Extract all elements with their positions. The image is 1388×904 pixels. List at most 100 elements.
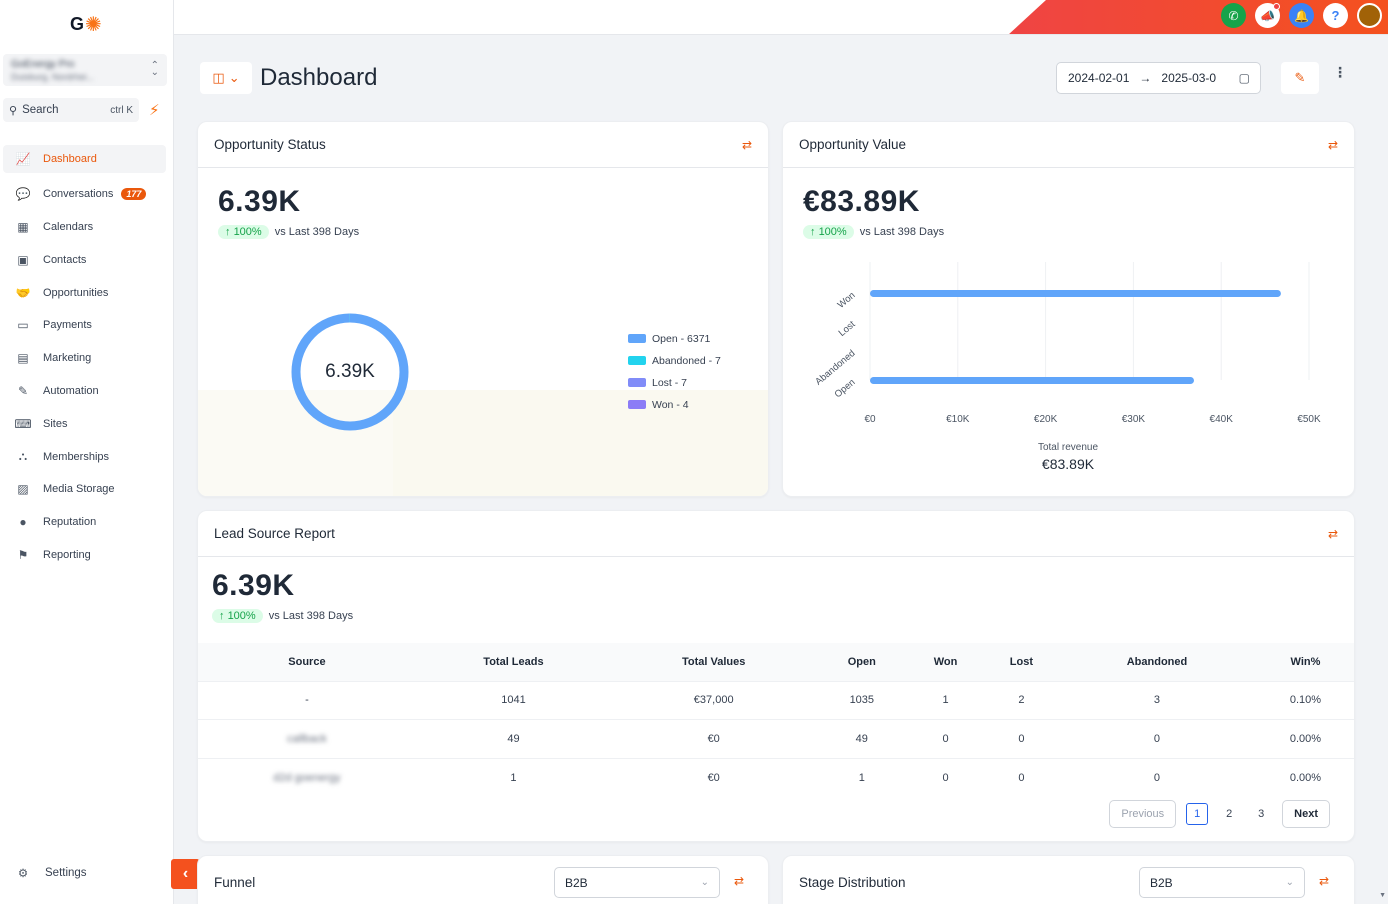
filter-sliders-icon[interactable]: ⇄ <box>1327 526 1338 541</box>
page-2-button[interactable]: 2 <box>1226 808 1233 820</box>
sidebar-item-sites[interactable]: ⌨ Sites <box>3 407 166 440</box>
sidebar-item-reputation[interactable]: ● Reputation <box>3 506 166 539</box>
legend-swatch <box>628 400 646 409</box>
filter-sliders-icon[interactable]: ⇄ <box>741 137 752 152</box>
next-page-button[interactable]: Next <box>1282 800 1330 828</box>
chevron-down-icon: ⌄ <box>228 70 240 85</box>
sitemap-icon: ⛬ <box>18 449 28 464</box>
stage-distribution-card: Stage Distribution B2B ⌄ ⇄ <box>782 855 1355 904</box>
legend-item-abandoned[interactable]: Abandoned - 7 <box>628 354 721 367</box>
column-header[interactable]: Lost <box>983 643 1060 681</box>
sidebar-item-conversations[interactable]: 💬 Conversations 177 <box>3 178 166 211</box>
top-bar: ✆ 📣 🔔 ? <box>174 0 1388 35</box>
delta-label: vs Last 398 Days <box>268 610 354 622</box>
account-switcher[interactable]: GoEnergy Pro Duisburg, Nordrhei... ⌃ ⌄ <box>3 54 167 86</box>
bell-icon[interactable]: 🔔 <box>1289 3 1314 28</box>
sidebar-item-opportunities[interactable]: 🤝 Opportunities <box>3 276 166 309</box>
total-revenue-label: Total revenue <box>1037 442 1099 453</box>
value-bar-open[interactable] <box>870 377 1194 384</box>
x-tick-label: €30K <box>1122 414 1146 425</box>
table-cell: 1041 <box>415 680 612 720</box>
image-icon: ▨ <box>17 482 29 497</box>
chevron-down-icon: ⌄ <box>700 877 709 888</box>
sidebar-item-marketing[interactable]: ▤ Marketing <box>3 342 166 375</box>
scroll-down-arrow[interactable]: ▼ <box>1379 892 1386 899</box>
sidebar-item-dashboard[interactable]: 📈 Dashboard <box>3 145 166 173</box>
legend-item-won[interactable]: Won - 4 <box>628 398 721 411</box>
logo[interactable]: G ✺ <box>70 14 102 35</box>
collapse-sidebar-button[interactable]: ‹ <box>171 859 200 889</box>
layout-switcher-button[interactable]: ◫ ⌄ <box>200 62 252 94</box>
status-donut-chart: 6.39K <box>290 312 410 432</box>
column-header[interactable]: Total Leads <box>415 643 612 681</box>
sidebar-item-label: Media Storage <box>43 483 115 496</box>
page-3-button[interactable]: 3 <box>1258 808 1265 820</box>
previous-page-button[interactable]: Previous <box>1109 800 1177 828</box>
legend-item-lost[interactable]: Lost - 7 <box>628 376 721 389</box>
quick-actions-bolt-icon[interactable]: ⚡ <box>149 102 160 119</box>
page-1-button[interactable]: 1 <box>1186 803 1209 825</box>
column-header[interactable]: Won <box>907 643 984 681</box>
contact-card-icon: ▣ <box>17 252 29 267</box>
sidebar-item-label: Dashboard <box>43 153 97 165</box>
sidebar-item-calendars[interactable]: ▦ Calendars <box>3 211 166 244</box>
column-header[interactable]: Source <box>198 643 416 681</box>
column-header[interactable]: Total Values <box>611 643 817 681</box>
filter-sliders-icon[interactable]: ⇄ <box>1327 137 1338 152</box>
funnel-card: Funnel B2B ⌄ ⇄ <box>197 855 769 904</box>
sidebar-item-label: Payments <box>43 319 92 332</box>
column-header[interactable]: Win% <box>1254 643 1354 681</box>
legend-item-open[interactable]: Open - 6371 <box>628 332 721 345</box>
flag-icon: ⚑ <box>17 547 29 562</box>
stage-pipeline-select[interactable]: B2B ⌄ <box>1139 867 1305 898</box>
table-cell: callback <box>198 719 416 758</box>
search-box[interactable]: ⚲ Search ctrl K <box>3 98 139 122</box>
table-cell: 0 <box>1059 757 1255 797</box>
sidebar-item-label: Automation <box>43 384 99 397</box>
sidebar-item-automation[interactable]: ✎ Automation <box>3 375 166 408</box>
column-header[interactable]: Abandoned <box>1059 643 1255 681</box>
edit-dashboard-button[interactable]: ✎ <box>1281 62 1319 94</box>
x-tick-label: €40K <box>1210 414 1234 425</box>
value-bar-won[interactable] <box>870 290 1281 297</box>
sidebar-item-label: Memberships <box>43 450 110 463</box>
column-header[interactable]: Open <box>816 643 908 681</box>
sidebar-item-memberships[interactable]: ⛬ Memberships <box>3 440 166 473</box>
delta-row: ↑ 100% vs Last 398 Days <box>803 225 944 239</box>
megaphone-icon[interactable]: 📣 <box>1255 3 1280 28</box>
more-options-icon[interactable]: ⋮ <box>1333 64 1347 80</box>
card-title: Stage Distribution <box>799 874 906 890</box>
logo-star-icon: ✺ <box>85 13 102 36</box>
donut-segments <box>291 313 409 431</box>
chevron-down-icon: ⌄ <box>1285 877 1294 888</box>
table-row: d2d goenergy 1 €0 1 0 0 0 0.00% <box>198 757 1354 797</box>
legend-label: Abandoned - 7 <box>652 354 721 367</box>
y-category-label: Open <box>833 377 858 400</box>
table-cell: €0 <box>611 757 817 797</box>
calendar-icon: ▦ <box>17 219 29 234</box>
card-title: Funnel <box>214 874 256 890</box>
card-header: Funnel <box>198 856 768 904</box>
card-summary: 6.39K ↑ 100% vs Last 398 Days <box>212 569 353 623</box>
table-cell: 0 <box>907 757 984 797</box>
funnel-pipeline-select[interactable]: B2B ⌄ <box>554 867 720 898</box>
help-icon[interactable]: ? <box>1323 3 1348 28</box>
sidebar-item-payments[interactable]: ▭ Payments <box>3 309 166 342</box>
donut-svg <box>291 313 409 431</box>
status-legend: Open - 6371 Abandoned - 7 Lost - 7 Won -… <box>628 332 721 420</box>
delta-label: vs Last 398 Days <box>274 226 360 238</box>
sidebar-nav: 📈 Dashboard 💬 Conversations 177 ▦ Calend… <box>3 145 166 571</box>
date-range-picker[interactable]: 2024-02-01 → 2025-03-0 ▢ <box>1056 62 1261 94</box>
sidebar-item-contacts[interactable]: ▣ Contacts <box>3 243 166 276</box>
phone-icon[interactable]: ✆ <box>1221 3 1246 28</box>
donut-segment-2[interactable] <box>291 313 409 431</box>
filter-sliders-icon[interactable]: ⇄ <box>1319 874 1330 888</box>
account-name: GoEnergy Pro <box>11 59 75 70</box>
legend-swatch <box>628 378 646 387</box>
sidebar-item-media-storage[interactable]: ▨ Media Storage <box>3 473 166 506</box>
avatar[interactable] <box>1357 3 1382 28</box>
sidebar-item-reporting[interactable]: ⚑ Reporting <box>3 539 166 572</box>
select-value: B2B <box>565 875 588 890</box>
sidebar-item-settings[interactable]: ⚙ Settings <box>13 866 87 880</box>
filter-sliders-icon[interactable]: ⇄ <box>734 874 745 888</box>
